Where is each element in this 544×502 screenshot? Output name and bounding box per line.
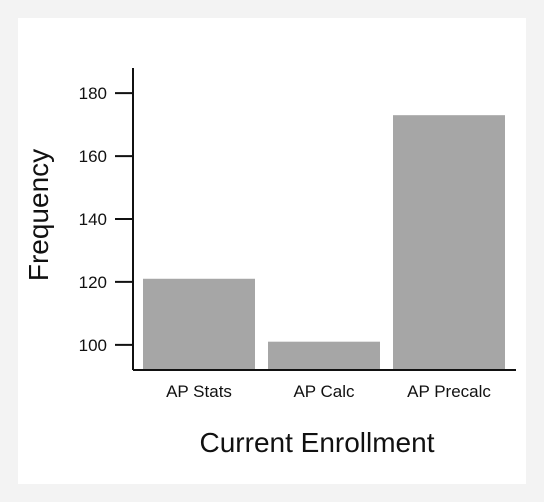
y-tick-label: 160 [79, 147, 107, 166]
y-tick-label: 140 [79, 210, 107, 229]
x-axis-title: Current Enrollment [200, 427, 435, 458]
x-category-label: AP Stats [166, 382, 232, 401]
bar-ap-stats [143, 278, 255, 369]
bars-group [143, 115, 505, 369]
y-tick-label: 100 [79, 336, 107, 355]
y-tick-label: 180 [79, 84, 107, 103]
bar-ap-precalc [393, 115, 505, 369]
y-axis-title: Frequency [23, 149, 54, 281]
x-labels-group: AP Stats AP Calc AP Precalc [166, 382, 491, 401]
bar-ap-calc [268, 341, 380, 369]
y-ticks-group: 100 120 140 160 180 [79, 84, 133, 355]
x-category-label: AP Calc [293, 382, 355, 401]
y-tick-label: 120 [79, 273, 107, 292]
x-category-label: AP Precalc [407, 382, 491, 401]
